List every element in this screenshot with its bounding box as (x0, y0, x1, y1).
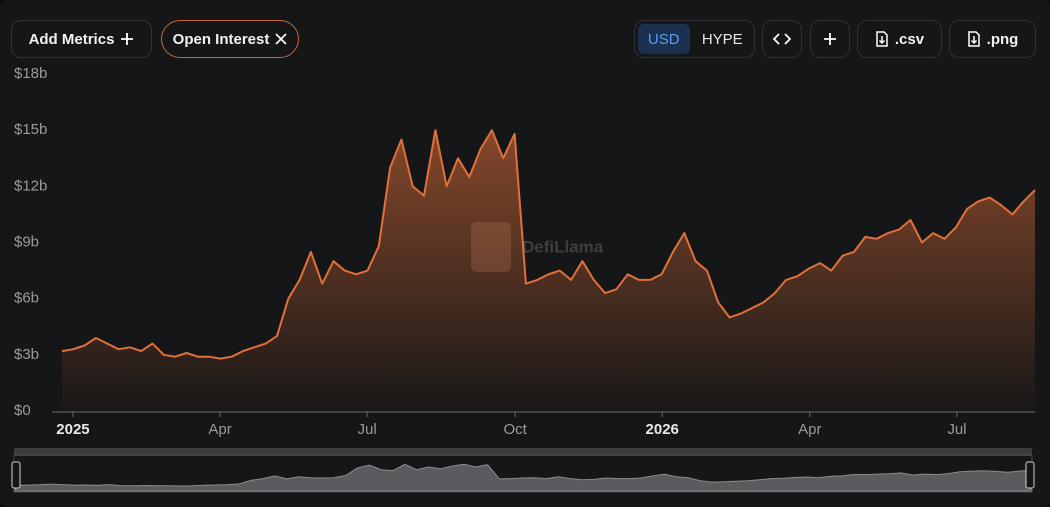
embed-button[interactable] (762, 20, 802, 58)
x-tick-label: Oct (503, 421, 527, 438)
x-tick-label: 2025 (56, 421, 89, 438)
brush-handle[interactable] (11, 461, 21, 489)
x-tick-label: Jul (358, 421, 377, 438)
close-icon (275, 33, 287, 45)
area-fill (62, 130, 1035, 411)
brush-area (14, 463, 1032, 492)
watermark-text: DefiLlama (522, 237, 604, 256)
y-tick-label: $12b (14, 177, 47, 194)
png-label: .png (986, 30, 1019, 48)
png-button[interactable]: .png (949, 20, 1036, 58)
y-tick-label: $18b (14, 65, 47, 82)
currency-hype[interactable]: HYPE (701, 30, 743, 48)
x-tick-label: Jul (947, 421, 966, 438)
code-icon (773, 33, 791, 45)
x-tick-label: 2026 (646, 421, 679, 438)
plus-icon (121, 33, 134, 45)
x-tick-label: Apr (798, 421, 821, 438)
y-tick-label: $0 (14, 402, 31, 419)
brush-top[interactable] (14, 448, 1032, 456)
add-metrics-label: Add Metrics (28, 30, 115, 48)
plus-icon (824, 33, 836, 45)
x-tick-label: Apr (208, 421, 231, 438)
y-tick-label: $15b (14, 121, 47, 138)
y-tick-label: $9b (14, 233, 39, 250)
currency-toggle: USD HYPE (634, 20, 755, 58)
csv-button[interactable]: .csv (857, 20, 942, 58)
brush-handle[interactable] (1025, 461, 1035, 489)
add-button[interactable] (810, 20, 850, 58)
metric-chip[interactable]: Open Interest (161, 20, 299, 58)
y-tick-label: $6b (14, 290, 39, 307)
metric-label: Open Interest (172, 30, 270, 48)
add-metrics-button[interactable]: Add Metrics (11, 20, 152, 58)
y-tick-label: $3b (14, 346, 39, 363)
csv-label: .csv (894, 30, 925, 48)
download-icon (876, 31, 888, 47)
download-icon (967, 31, 980, 47)
currency-usd[interactable]: USD (638, 24, 690, 54)
series-line (61, 129, 1036, 360)
